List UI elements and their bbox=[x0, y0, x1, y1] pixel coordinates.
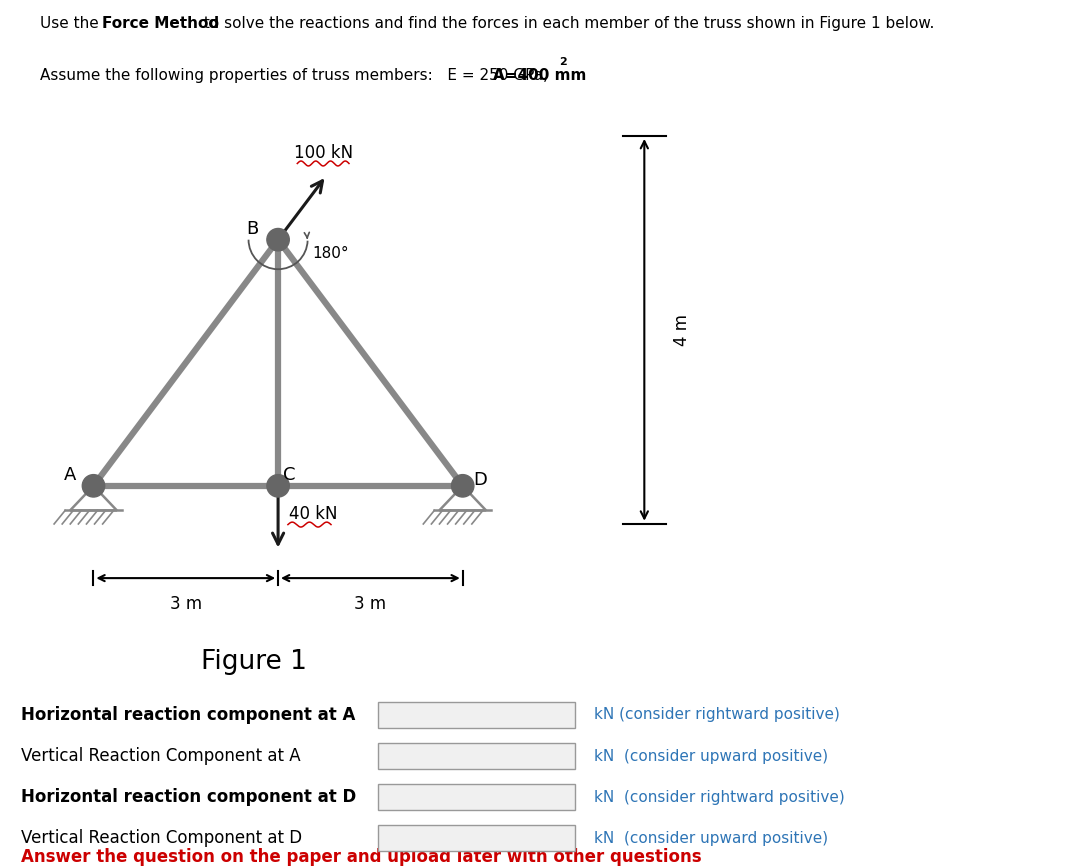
Text: B: B bbox=[246, 220, 259, 238]
Text: kN  (consider upward positive): kN (consider upward positive) bbox=[594, 831, 829, 845]
Text: Answer the question on the paper and upload later with other questions: Answer the question on the paper and upl… bbox=[21, 848, 702, 866]
Circle shape bbox=[452, 475, 474, 497]
Text: 2: 2 bbox=[559, 56, 567, 67]
Text: kN  (consider rightward positive): kN (consider rightward positive) bbox=[594, 790, 845, 805]
Text: Vertical Reaction Component at A: Vertical Reaction Component at A bbox=[21, 747, 301, 765]
Circle shape bbox=[267, 475, 290, 497]
Text: kN (consider rightward positive): kN (consider rightward positive) bbox=[594, 707, 840, 722]
Circle shape bbox=[267, 228, 290, 251]
Text: Horizontal reaction component at D: Horizontal reaction component at D bbox=[21, 788, 357, 806]
Text: to solve the reactions and find the forces in each member of the truss shown in : to solve the reactions and find the forc… bbox=[199, 16, 934, 31]
Text: 100 kN: 100 kN bbox=[294, 144, 353, 162]
Text: Vertical Reaction Component at D: Vertical Reaction Component at D bbox=[21, 829, 302, 847]
FancyBboxPatch shape bbox=[378, 743, 575, 769]
Text: kN  (consider upward positive): kN (consider upward positive) bbox=[594, 748, 829, 764]
Text: A=400 mm: A=400 mm bbox=[493, 69, 587, 83]
FancyBboxPatch shape bbox=[378, 784, 575, 810]
Text: 4 m: 4 m bbox=[673, 314, 691, 345]
Text: 180°: 180° bbox=[312, 246, 349, 260]
Circle shape bbox=[82, 475, 104, 497]
FancyBboxPatch shape bbox=[378, 825, 575, 852]
Text: Assume the following properties of truss members:   E = 250 GPa,: Assume the following properties of truss… bbox=[40, 69, 554, 83]
Text: 3 m: 3 m bbox=[169, 595, 202, 614]
FancyBboxPatch shape bbox=[378, 702, 575, 728]
Text: Force Method: Force Method bbox=[102, 16, 219, 31]
Text: C: C bbox=[283, 466, 295, 483]
Text: D: D bbox=[473, 470, 487, 489]
Text: Figure 1: Figure 1 bbox=[200, 649, 307, 674]
Text: 3 m: 3 m bbox=[355, 595, 387, 614]
Text: Use the: Use the bbox=[40, 16, 104, 31]
Text: A: A bbox=[64, 466, 77, 483]
Text: Horizontal reaction component at A: Horizontal reaction component at A bbox=[21, 706, 356, 724]
Text: 40 kN: 40 kN bbox=[290, 504, 338, 523]
